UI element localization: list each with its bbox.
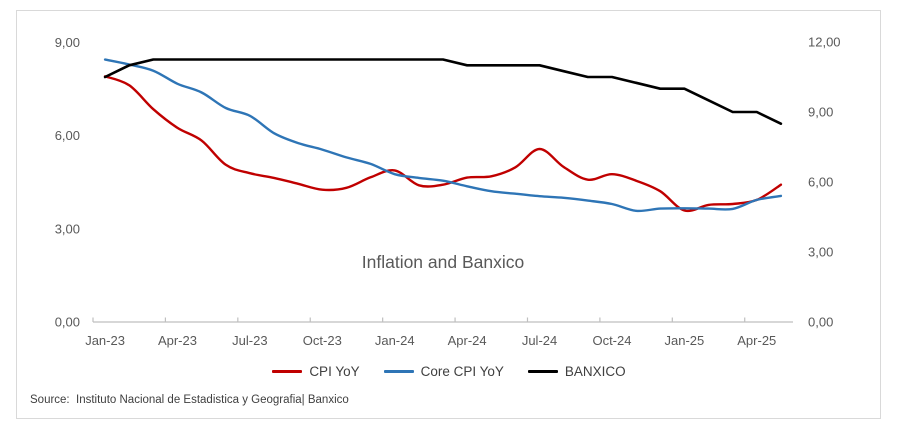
legend-item-banxico: BANXICO [527,364,626,379]
svg-text:Oct-23: Oct-23 [303,333,342,348]
svg-text:0,00: 0,00 [808,315,833,330]
svg-text:Jul-24: Jul-24 [522,333,557,348]
svg-text:Jan-24: Jan-24 [375,333,415,348]
svg-text:3,00: 3,00 [55,221,80,236]
svg-text:3,00: 3,00 [808,245,833,260]
svg-text:6,00: 6,00 [55,128,80,143]
svg-text:Jul-23: Jul-23 [232,333,267,348]
chart-title: Inflation and Banxico [361,252,525,272]
svg-text:12,00: 12,00 [808,35,841,50]
svg-text:9,00: 9,00 [808,105,833,120]
legend-item-core-cpi-yoy: Core CPI YoY [383,364,504,379]
svg-text:Apr-25: Apr-25 [737,333,776,348]
red-line-swatch [272,370,303,373]
legend-item-cpi-yoy: CPI YoY [272,364,360,379]
svg-text:9,00: 9,00 [55,35,80,50]
chart-legend: CPI YoY Core CPI YoY BANXICO [16,364,882,379]
chart-frame [16,10,881,419]
legend-label-cpi-yoy: CPI YoY [309,364,360,379]
blue-line-swatch [383,370,414,373]
svg-text:6,00: 6,00 [808,175,833,190]
black-line-swatch [527,370,558,373]
svg-text:Oct-24: Oct-24 [592,333,631,348]
legend-label-core-cpi-yoy: Core CPI YoY [420,364,504,379]
svg-text:Jan-25: Jan-25 [665,333,705,348]
svg-text:0,00: 0,00 [55,315,80,330]
source-text: Source: Instituto Nacional de Estadistic… [30,394,349,406]
legend-label-banxico: BANXICO [564,364,626,379]
svg-text:Jan-23: Jan-23 [85,333,125,348]
svg-text:Apr-23: Apr-23 [158,333,197,348]
svg-text:Apr-24: Apr-24 [448,333,487,348]
